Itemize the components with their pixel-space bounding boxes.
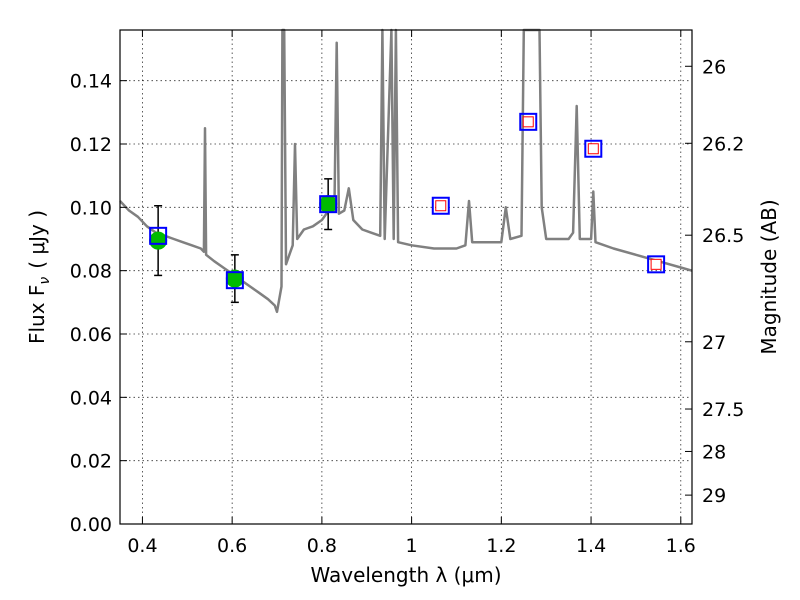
mag-tick-label: 27.5 bbox=[702, 399, 744, 421]
y-tick-label: 0.00 bbox=[70, 514, 112, 536]
y-tick-label: 0.14 bbox=[70, 71, 112, 93]
y-axis-label: Flux Fν ( μJy ) bbox=[25, 210, 53, 344]
x-tick-label: 1.4 bbox=[576, 535, 606, 557]
mag-tick-label: 26 bbox=[702, 56, 726, 78]
x-axis-label: Wavelength λ (μm) bbox=[310, 563, 501, 587]
y-tick-label: 0.12 bbox=[70, 134, 112, 156]
y-axis-label-subscript: ν bbox=[37, 277, 53, 285]
x-tick-label: 1.6 bbox=[666, 535, 696, 557]
x-tick-label: 0.4 bbox=[127, 535, 157, 557]
y-axis-label-text: Flux F bbox=[25, 285, 49, 344]
model-box bbox=[149, 226, 168, 245]
sed-line bbox=[119, 28, 693, 314]
mag-tick-label: 26.2 bbox=[702, 133, 744, 155]
model-box bbox=[647, 255, 666, 274]
mag-tick-label: 29 bbox=[702, 485, 726, 507]
mag-tick-label: 28 bbox=[702, 441, 726, 463]
model-box bbox=[431, 196, 450, 215]
x-tick-label: 0.6 bbox=[217, 535, 247, 557]
observed-point bbox=[149, 231, 168, 250]
x-tick-label: 1.2 bbox=[486, 535, 516, 557]
y-tick-label: 0.02 bbox=[70, 451, 112, 473]
right-axis-label: Magnitude (AB) bbox=[757, 199, 781, 354]
y-tick-label: 0.10 bbox=[70, 197, 112, 219]
model-box bbox=[225, 271, 244, 290]
upper-limit-marker bbox=[435, 200, 447, 212]
mag-tick-label: 26.5 bbox=[702, 225, 744, 247]
y-tick-label: 0.06 bbox=[70, 324, 112, 346]
plot-frame bbox=[119, 29, 693, 525]
y-axis-label-unit: ( μJy ) bbox=[25, 210, 49, 269]
model-box bbox=[519, 112, 538, 131]
observed-point bbox=[319, 195, 338, 214]
model-boxes bbox=[149, 112, 666, 290]
x-tick-label: 1 bbox=[406, 535, 418, 557]
upper-limit-marker bbox=[650, 258, 662, 270]
y-tick-label: 0.04 bbox=[70, 387, 112, 409]
sed-model-curve bbox=[119, 28, 693, 314]
model-box bbox=[584, 139, 603, 158]
model-box bbox=[319, 195, 338, 214]
x-tick-label: 0.8 bbox=[307, 535, 337, 557]
upper-limit-marker bbox=[522, 116, 534, 128]
y-tick-label: 0.08 bbox=[70, 261, 112, 283]
mag-tick-label: 27 bbox=[702, 332, 726, 354]
upper-limit-marker bbox=[587, 143, 599, 155]
grid-lines bbox=[120, 30, 692, 525]
axis-ticks: 0.4 0.6 0.8 1 1.2 1.4 1.6 0.00 0.02 0.04 0.06 0.08 0… bbox=[70, 30, 744, 557]
